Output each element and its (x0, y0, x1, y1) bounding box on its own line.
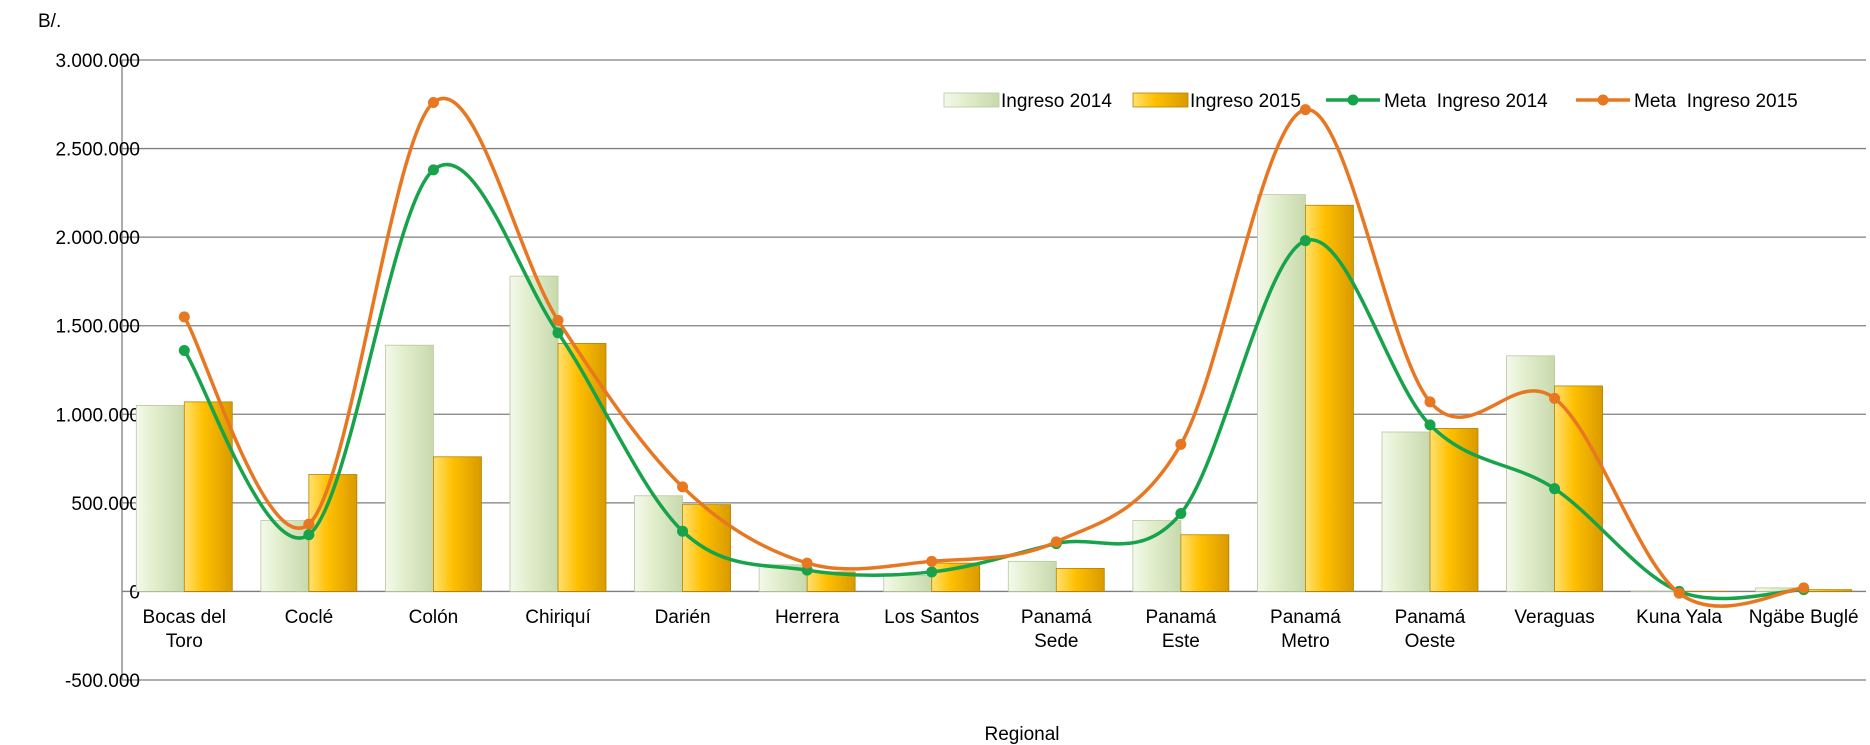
point-meta-ingreso-2014 (1424, 419, 1436, 431)
point-meta-ingreso-2014 (303, 529, 315, 541)
y-axis-ticks: -500.000 0 500.000 1.000.000 1.500.000 2.000.… (55, 51, 140, 692)
y-tick-label: 2.000.000 (55, 228, 140, 249)
bar-ingreso-2014 (1381, 431, 1431, 592)
y-tick-label: 500.000 (71, 494, 140, 515)
line-meta-ingreso-2014 (182, 162, 1804, 601)
legend: Ingreso 2014 Ingreso 2015 Meta Ingreso 201… (943, 91, 1798, 112)
x-category-label: Panamá (1395, 607, 1466, 628)
x-category-label: Toro (166, 631, 203, 652)
bar-ingreso-2015 (1055, 568, 1105, 592)
point-meta-ingreso-2015 (1549, 392, 1561, 404)
legend-marker-meta-ingreso-2015 (1597, 94, 1609, 106)
x-category-label: Coclé (285, 607, 334, 628)
bar-ingreso-2015 (1180, 534, 1230, 592)
bar-ingreso-2015 (1305, 204, 1354, 592)
bar-ingreso-2014 (883, 575, 933, 592)
point-meta-ingreso-2015 (1798, 582, 1810, 594)
x-category-label: Kuna Yala (1636, 607, 1722, 628)
bar-ingreso-2014 (1007, 560, 1057, 592)
x-category-label: Ngäbe Buglé (1749, 607, 1859, 628)
x-category-label: Veraguas (1514, 607, 1594, 628)
x-category-label: Panamá (1270, 607, 1341, 628)
line-meta-ingreso-2015 (182, 97, 1804, 608)
y-tick-label: 1.000.000 (55, 405, 140, 426)
point-meta-ingreso-2015 (801, 557, 813, 569)
point-meta-ingreso-2014 (677, 525, 689, 537)
x-category-label: Sede (1034, 631, 1078, 652)
x-category-label: Este (1162, 631, 1200, 652)
legend-label-meta-ingreso-2015: Meta Ingreso 2015 (1634, 91, 1798, 112)
point-meta-ingreso-2014 (178, 345, 190, 357)
bar-ingreso-2015 (1803, 589, 1853, 592)
legend-marker-meta-ingreso-2014 (1347, 94, 1359, 106)
point-meta-ingreso-2015 (926, 555, 938, 567)
point-meta-ingreso-2015 (1424, 396, 1436, 408)
bar-ingreso-2015 (1554, 385, 1603, 592)
x-category-label: Herrera (775, 607, 840, 628)
y-axis-unit-label: B/. (38, 11, 61, 32)
bar-ingreso-2015 (183, 401, 233, 592)
bar-ingreso-2014 (260, 520, 310, 592)
point-meta-ingreso-2015 (552, 314, 564, 326)
x-category-label: Panamá (1021, 607, 1092, 628)
x-axis-label: Regional (985, 724, 1060, 745)
x-category-label: Panamá (1145, 607, 1216, 628)
point-meta-ingreso-2014 (926, 566, 938, 578)
bar-ingreso-2014 (385, 344, 434, 592)
gridlines (121, 59, 1866, 681)
bar-ingreso-2015 (1429, 428, 1479, 592)
x-category-label: Los Santos (884, 607, 979, 628)
x-category-label: Darién (655, 607, 711, 628)
point-meta-ingreso-2015 (1050, 536, 1062, 548)
y-tick-label: 3.000.000 (55, 51, 140, 72)
x-category-label: Oeste (1405, 631, 1456, 652)
bar-ingreso-2014 (1257, 194, 1306, 592)
x-category-label: Bocas del (143, 607, 226, 628)
y-tick-label: 1.500.000 (55, 317, 140, 338)
bar-ingreso-2014 (135, 405, 185, 592)
bars (135, 194, 1853, 592)
bar-ingreso-2014 (634, 495, 683, 592)
point-meta-ingreso-2014 (552, 327, 564, 339)
point-meta-ingreso-2015 (1673, 587, 1685, 599)
y-tick-label: 0 (129, 582, 140, 603)
point-meta-ingreso-2014 (1299, 235, 1311, 247)
y-tick-label: -500.000 (65, 671, 140, 692)
point-meta-ingreso-2015 (1175, 438, 1187, 450)
series-lines (178, 97, 1810, 608)
bar-ingreso-2015 (557, 343, 607, 592)
point-meta-ingreso-2015 (427, 97, 439, 109)
point-meta-ingreso-2015 (178, 311, 190, 323)
legend-label-ingreso-2015: Ingreso 2015 (1190, 91, 1301, 112)
y-tick-label: 2.500.000 (55, 140, 140, 161)
legend-label-ingreso-2014: Ingreso 2014 (1001, 91, 1112, 112)
bar-ingreso-2015 (433, 456, 482, 592)
legend-swatch-ingreso-2014 (943, 92, 1000, 108)
bar-ingreso-2014 (1132, 520, 1182, 592)
point-meta-ingreso-2014 (1549, 483, 1561, 495)
legend-label-meta-ingreso-2014: Meta Ingreso 2014 (1384, 91, 1548, 112)
x-category-label: Metro (1281, 631, 1330, 652)
point-meta-ingreso-2015 (677, 481, 689, 493)
x-category-label: Colón (409, 607, 459, 628)
point-meta-ingreso-2014 (1175, 507, 1187, 519)
x-axis-categories: Bocas del Toro Coclé Colón Chiriquí Darién Her… (143, 607, 1859, 652)
x-category-label: Chiriquí (525, 607, 591, 628)
point-meta-ingreso-2015 (1299, 104, 1311, 116)
legend-swatch-ingreso-2015 (1132, 92, 1189, 108)
point-meta-ingreso-2014 (427, 164, 439, 176)
point-meta-ingreso-2015 (303, 518, 315, 530)
